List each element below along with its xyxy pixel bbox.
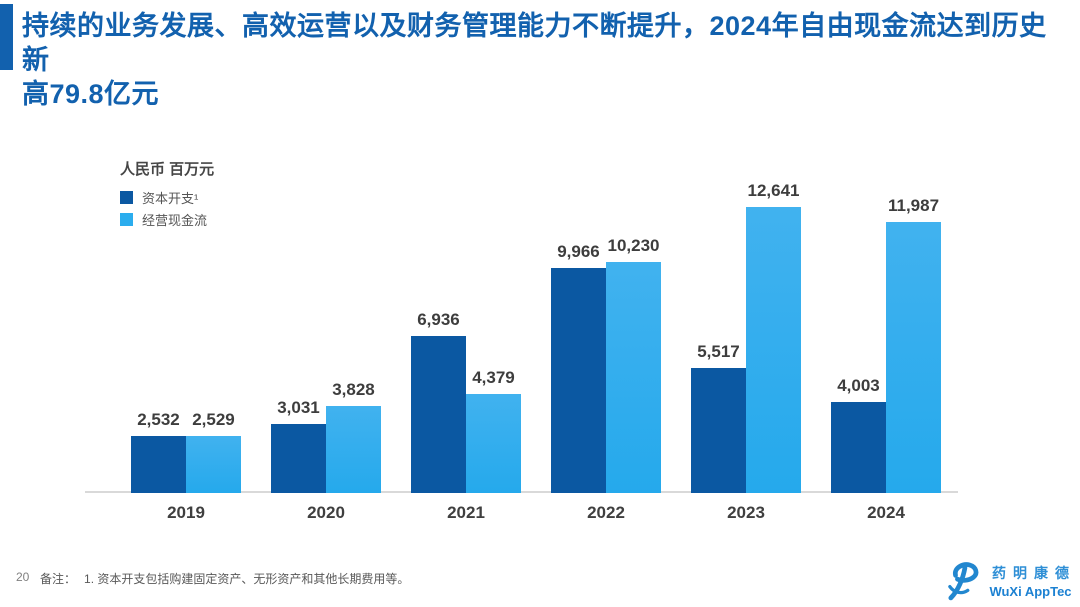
title-accent-bar bbox=[0, 4, 13, 70]
bar-2022-series2 bbox=[606, 262, 661, 493]
footnote-text: 1. 资本开支包括购建固定资产、无形资产和其他长期费用等。 bbox=[84, 572, 410, 586]
wuxi-apptec-logo: 药明康德 WuXi AppTec bbox=[948, 558, 1078, 604]
x-axis-tick-label: 2019 bbox=[167, 503, 205, 522]
legend-swatch-capex bbox=[120, 191, 133, 204]
bar-2020-series2 bbox=[326, 406, 381, 493]
bar-2020-series1 bbox=[271, 424, 326, 493]
bar-2024-series2 bbox=[886, 222, 941, 493]
bar-value-label: 4,003 bbox=[837, 376, 880, 395]
x-axis-tick-label: 2020 bbox=[307, 503, 345, 522]
footnote-label: 备注： bbox=[40, 572, 77, 586]
bar-value-label: 3,031 bbox=[277, 398, 320, 417]
bar-2019-series1 bbox=[131, 436, 186, 493]
bar-value-label: 3,828 bbox=[332, 380, 375, 399]
bar-value-label: 2,529 bbox=[192, 410, 235, 429]
bar-value-label: 9,966 bbox=[557, 242, 600, 261]
legend-item-operating-cash-flow: 经营现金流 bbox=[120, 210, 207, 229]
bar-value-label: 4,379 bbox=[472, 368, 515, 387]
chart-unit-label: 人民币 百万元 bbox=[120, 161, 215, 178]
bar-2023-series2 bbox=[746, 207, 801, 493]
page-title: 持续的业务发展、高效运营以及财务管理能力不断提升，2024年自由现金流达到历史新… bbox=[22, 9, 1072, 111]
bar-2021-series1 bbox=[411, 336, 466, 493]
bar-value-label: 5,517 bbox=[697, 342, 740, 361]
x-axis-tick-label: 2023 bbox=[727, 503, 765, 522]
bar-value-label: 11,987 bbox=[887, 196, 940, 215]
x-axis-line bbox=[85, 491, 958, 493]
bar-value-label: 2,532 bbox=[137, 410, 180, 429]
legend-label-operating-cash-flow: 经营现金流 bbox=[142, 213, 208, 228]
logo-english-name: WuXi AppTec bbox=[989, 584, 1072, 599]
logo-chinese-name: 药明康德 bbox=[992, 566, 1076, 582]
bar-value-label: 6,936 bbox=[417, 310, 460, 329]
wuxi-apptec-logo-icon bbox=[948, 562, 979, 601]
legend-label-capex: 资本开支¹ bbox=[142, 191, 199, 206]
x-axis-tick-label: 2021 bbox=[447, 503, 485, 522]
bar-2023-series1 bbox=[691, 368, 746, 493]
page-number: 20 bbox=[16, 570, 30, 584]
bar-value-label: 10,230 bbox=[607, 236, 660, 255]
legend-swatch-operating-cash-flow bbox=[120, 213, 133, 226]
wuxi-apptec-logo-text: 药明康德 WuXi AppTec bbox=[985, 563, 1076, 599]
bar-2022-series1 bbox=[551, 268, 606, 493]
x-axis-tick-label: 2024 bbox=[867, 503, 905, 522]
page-title-line2: 高79.8亿元 bbox=[22, 79, 160, 109]
bar-value-label: 12,641 bbox=[747, 181, 800, 200]
legend-item-capex: 资本开支¹ bbox=[120, 188, 198, 207]
bar-2019-series2 bbox=[186, 436, 241, 493]
footnote: 备注： 1. 资本开支包括购建固定资产、无形资产和其他长期费用等。 bbox=[40, 570, 409, 587]
page-title-line1: 持续的业务发展、高效运营以及财务管理能力不断提升，2024年自由现金流达到历史新 bbox=[22, 11, 1047, 75]
bar-2024-series1 bbox=[831, 402, 886, 493]
bar-2021-series2 bbox=[466, 394, 521, 493]
x-axis-tick-label: 2022 bbox=[587, 503, 625, 522]
